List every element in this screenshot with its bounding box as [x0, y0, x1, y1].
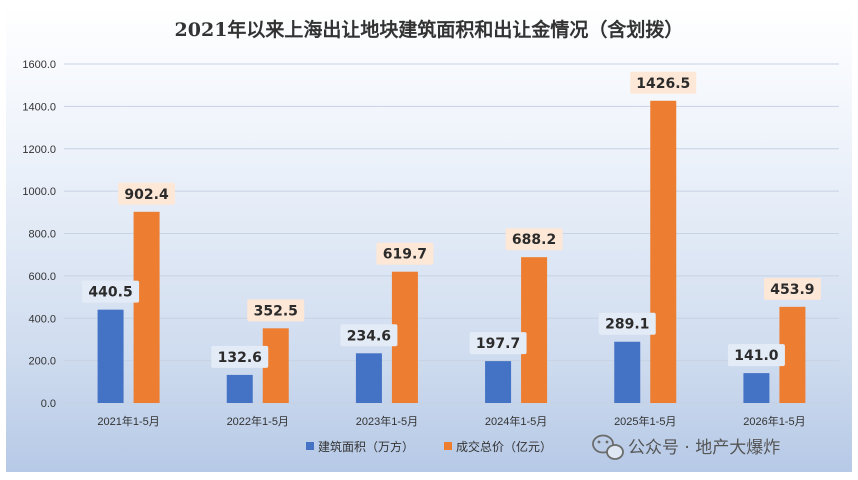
data-label-box [211, 345, 269, 368]
data-label: 619.7 [376, 242, 434, 265]
bars [97, 100, 806, 403]
grid-lines [64, 63, 839, 404]
x-tick-label: 2024年1-5月 [485, 414, 547, 428]
data-label-box [118, 182, 176, 205]
bar-chart: 2021年以来上海出让地块建筑面积和出让金情况（含划拨） 0.0 200.0 400… [22, 18, 839, 460]
bar-area [485, 361, 512, 403]
y-tick-label: 1600.0 [22, 59, 56, 71]
data-label-box [82, 280, 140, 303]
y-tick-label: 1400.0 [22, 101, 56, 113]
data-label: 141.0 [727, 344, 785, 367]
data-label: 440.5 [82, 280, 140, 303]
data-label: 132.6 [211, 345, 269, 368]
data-label: 197.7 [469, 332, 527, 355]
data-label: 453.9 [763, 277, 821, 300]
data-label-text: 1426.5 [636, 76, 690, 92]
data-label-box [505, 228, 563, 251]
x-tick-label: 2025年1-5月 [614, 414, 676, 428]
bar-area [743, 373, 770, 403]
legend-swatch [444, 442, 452, 450]
data-label-text: 902.4 [124, 187, 169, 203]
wechat-icon [592, 434, 624, 460]
y-tick-label: 0.0 [41, 398, 56, 410]
legend-label: 成交总价（亿元） [456, 439, 552, 454]
data-label: 234.6 [340, 324, 398, 347]
data-label: 1426.5 [630, 71, 697, 94]
data-label-text: 688.2 [512, 232, 556, 248]
y-tick-label: 400.0 [28, 313, 56, 325]
x-tick-label: 2023年1-5月 [356, 414, 418, 428]
legend-label: 建筑面积（万方） [318, 439, 414, 454]
y-tick-label: 800.0 [28, 229, 56, 241]
data-label: 289.1 [598, 312, 656, 335]
data-label-text: 197.7 [476, 336, 520, 352]
data-label-text: 440.5 [88, 285, 132, 301]
data-label-box [630, 71, 697, 94]
data-label-box [376, 242, 434, 265]
bar-price [521, 257, 548, 403]
watermark-text: 公众号 · 地产大爆炸 [628, 438, 780, 458]
data-label-text: 619.7 [383, 247, 427, 263]
y-tick-label: 1000.0 [22, 186, 56, 198]
data-label-text: 132.6 [218, 350, 262, 366]
data-label-box [763, 277, 821, 300]
x-tick-label: 2022年1-5月 [227, 414, 289, 428]
bar-area [614, 341, 641, 403]
data-label: 352.5 [247, 299, 305, 322]
y-tick-label: 1200.0 [22, 144, 56, 156]
bar-area [97, 309, 124, 403]
x-tick-label: 2021年1-5月 [97, 414, 159, 428]
data-label-text: 453.9 [770, 282, 814, 298]
legend-swatch [306, 442, 314, 450]
chart-title: 2021年以来上海出让地块建筑面积和出让金情况（含划拨） [175, 18, 684, 41]
y-tick-label: 200.0 [28, 356, 56, 368]
data-label-box [340, 324, 398, 347]
bar-price [133, 211, 160, 403]
y-tick-label: 600.0 [28, 271, 56, 283]
data-label-text: 141.0 [734, 348, 779, 364]
bar-area [226, 374, 253, 403]
chart-area: 2021年以来上海出让地块建筑面积和出让金情况（含划拨） 0.0 200.0 400… [6, 6, 852, 472]
data-label-box [469, 332, 527, 355]
bar-price [650, 100, 677, 403]
bar-area [355, 353, 382, 403]
data-label-text: 289.1 [605, 317, 649, 333]
data-label-text: 352.5 [254, 303, 298, 319]
x-axis: 2021年1-5月 2022年1-5月 2023年1-5月 2024年1-5月 2025… [97, 414, 805, 428]
data-label-text: 234.6 [347, 328, 391, 344]
data-label-box [727, 344, 785, 367]
x-tick-label: 2026年1-5月 [743, 414, 805, 428]
watermark: 公众号 · 地产大爆炸 [592, 434, 780, 460]
data-label-box [247, 299, 305, 322]
legend: 建筑面积（万方） 成交总价（亿元） [306, 439, 552, 454]
y-axis: 0.0 200.0 400.0 600.0 800.0 1000.0 1200.0 1400.… [22, 59, 56, 410]
data-label: 902.4 [118, 182, 176, 205]
data-labels: 440.5 902.4 132.6 352.5 234.6 619.7 197.7 688.2… [82, 71, 821, 368]
data-label-box [598, 312, 656, 335]
data-label: 688.2 [505, 228, 563, 251]
